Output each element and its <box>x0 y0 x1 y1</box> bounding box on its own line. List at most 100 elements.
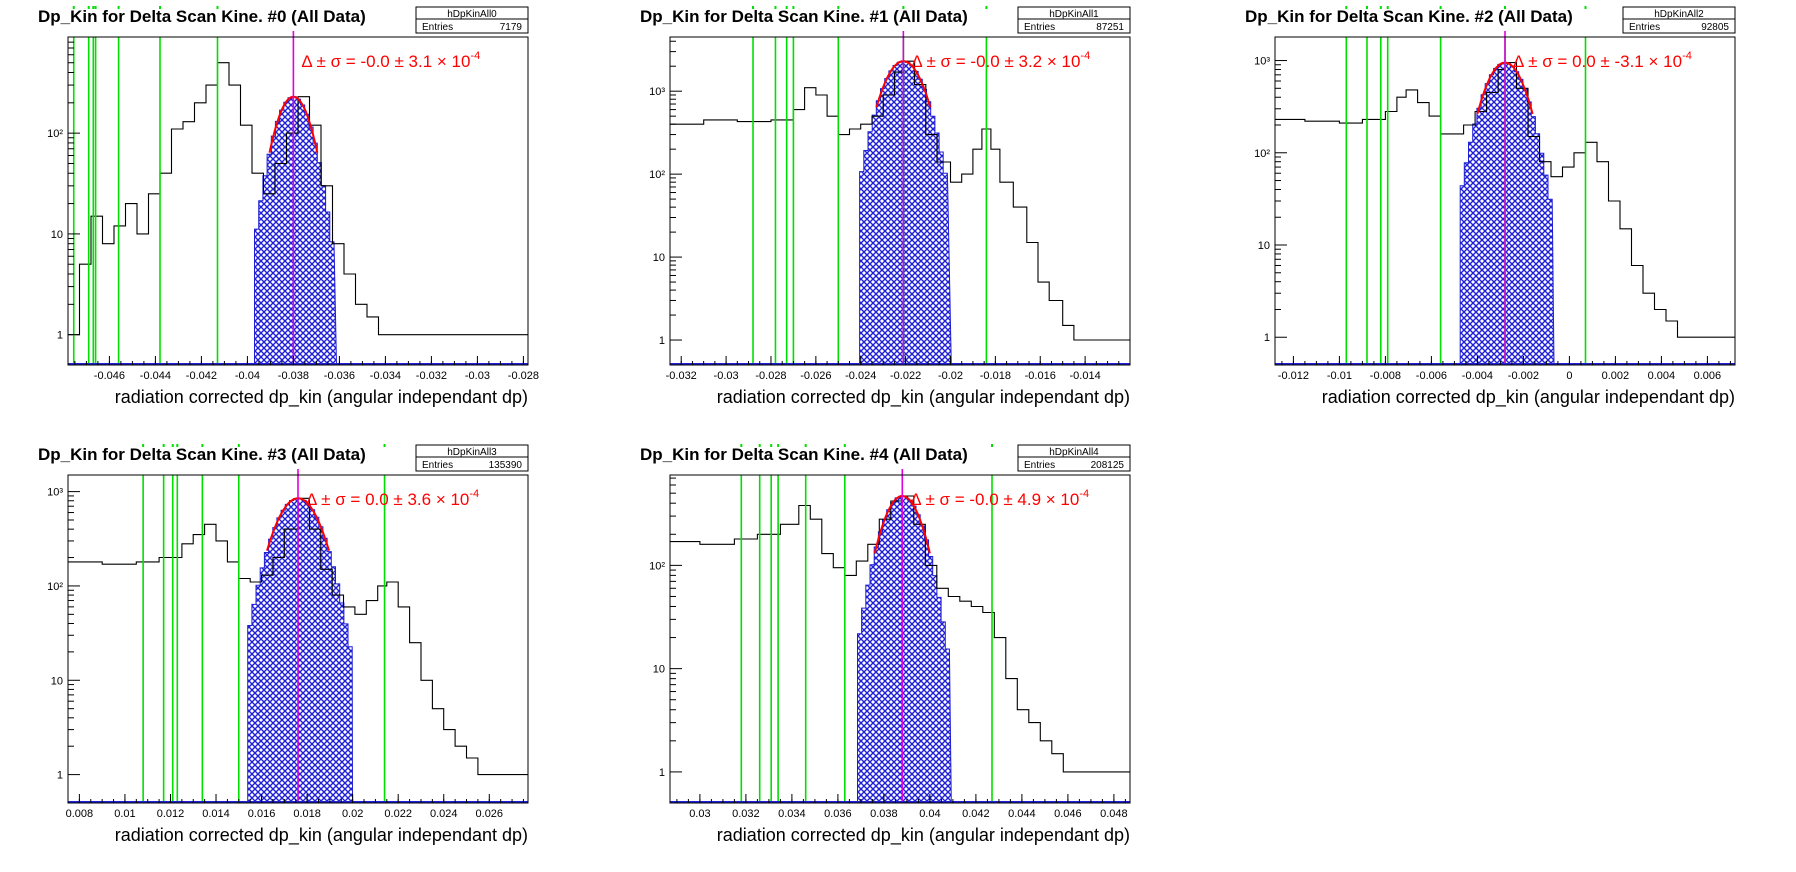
y-tick-label: 10² <box>649 560 665 572</box>
green-marker-tick <box>383 444 386 447</box>
green-marker-tick <box>171 444 174 447</box>
fit-prefix: Δ ± σ = <box>301 52 360 71</box>
y-tick-label: 10² <box>1254 148 1270 160</box>
plot-frame <box>669 36 1131 366</box>
x-tick-label: 0.024 <box>430 808 458 820</box>
y-tick-label: 1 <box>659 335 665 347</box>
green-marker-tick <box>837 6 840 9</box>
y-tick-label: 10² <box>47 128 63 140</box>
fit-exponent: -4 <box>469 488 479 500</box>
plot-area <box>1275 37 1735 365</box>
stats-name: hDpKinAll1 <box>1049 9 1099 20</box>
x-tick-label: -0.02 <box>938 370 963 382</box>
fit-annotation: Δ ± σ = 0.0 ± 3.6 × 10-4 <box>306 488 479 509</box>
green-marker-tick <box>985 6 988 9</box>
x-tick-label: 0.034 <box>778 808 806 820</box>
selected-region <box>859 60 952 365</box>
stats-box <box>1622 6 1736 34</box>
x-axis-label: radiation corrected dp_kin (angular inde… <box>115 387 528 408</box>
stats-entries-label: Entries <box>1629 22 1660 33</box>
selected-region <box>1459 62 1555 365</box>
plot-area <box>670 37 1130 365</box>
green-marker-tick <box>237 444 240 447</box>
x-tick-label: -0.036 <box>324 370 355 382</box>
x-tick-label: 0.01 <box>114 808 135 820</box>
stats-entries-label: Entries <box>422 460 453 471</box>
fit-prefix: Δ ± σ = <box>910 490 969 509</box>
y-tick-label: 10³ <box>649 86 665 98</box>
green-marker-tick <box>201 444 204 447</box>
fit-exponent: -4 <box>1079 488 1089 500</box>
fit-annotation: Δ ± σ = 0.0 ± -3.1 × 10-4 <box>1513 50 1692 71</box>
chart-panel-0: -0.046 -0.044 -0.042 -0.04 -0.038 -0.036 -0.03… <box>38 6 539 408</box>
x-tick-label: 0.048 <box>1100 808 1128 820</box>
x-tick-label: 0.014 <box>202 808 230 820</box>
x-tick-label: -0.034 <box>370 370 401 382</box>
green-marker-tick <box>1345 6 1348 9</box>
x-tick-label: -0.012 <box>1278 370 1309 382</box>
y-tick-label: 1 <box>57 770 63 782</box>
stats-entries-label: Entries <box>1024 460 1055 471</box>
green-marker-tick <box>1439 6 1442 9</box>
x-tick-label: 0.002 <box>1602 370 1630 382</box>
y-tick-label: 10² <box>47 581 63 593</box>
green-marker-tick <box>843 444 846 447</box>
fit-value: -0.0 ± 4.9 × 10 <box>969 490 1079 509</box>
x-tick-label: -0.046 <box>94 370 125 382</box>
fit-value: -0.0 ± 3.2 × 10 <box>970 52 1080 71</box>
x-tick-label: 0.018 <box>293 808 321 820</box>
green-marker-tick <box>991 444 993 447</box>
y-tick-label: 10 <box>653 664 665 676</box>
fit-value: 0.0 ± 3.6 × 10 <box>365 490 469 509</box>
x-tick-label: 0 <box>1566 370 1572 382</box>
green-marker-tick <box>117 6 120 9</box>
x-tick-label: 0.022 <box>384 808 412 820</box>
plot-area <box>68 37 528 365</box>
green-marker-tick <box>1366 6 1368 9</box>
green-marker-tick <box>216 6 219 9</box>
x-tick-label: 0.042 <box>962 808 990 820</box>
fit-prefix: Δ ± σ = <box>1513 52 1572 71</box>
x-tick-label: 0.032 <box>732 808 760 820</box>
green-marker-tick <box>1584 6 1587 9</box>
fit-prefix: Δ ± σ = <box>306 490 365 509</box>
y-tick-label: 10² <box>649 169 665 181</box>
chart-title: Dp_Kin for Delta Scan Kine. #4 (All Data… <box>640 445 968 464</box>
plot-area <box>68 475 528 803</box>
stats-box <box>415 444 529 472</box>
x-tick-label: 0.046 <box>1054 808 1082 820</box>
x-tick-label: -0.016 <box>1025 370 1056 382</box>
y-tick-label: 10 <box>51 675 63 687</box>
green-marker-tick <box>770 444 773 447</box>
x-tick-label: -0.038 <box>278 370 309 382</box>
x-tick-label: -0.032 <box>666 370 697 382</box>
y-tick-label: 10³ <box>1254 56 1270 68</box>
selected-region <box>254 96 338 365</box>
fit-annotation: Δ ± σ = -0.0 ± 3.1 × 10-4 <box>301 50 480 71</box>
green-marker-tick <box>777 444 780 447</box>
x-tick-label: 0.03 <box>689 808 710 820</box>
x-tick-label: 0.008 <box>66 808 94 820</box>
stats-entries-value: 135390 <box>489 460 523 471</box>
stats-box <box>1017 444 1131 472</box>
x-tick-label: 0.038 <box>870 808 898 820</box>
green-marker-tick <box>87 6 90 9</box>
x-tick-label: -0.044 <box>140 370 171 382</box>
green-marker-tick <box>176 444 179 447</box>
x-tick-label: -0.002 <box>1508 370 1539 382</box>
x-tick-label: -0.024 <box>845 370 876 382</box>
x-tick-label: 0.036 <box>824 808 852 820</box>
x-tick-label: -0.04 <box>235 370 260 382</box>
x-tick-label: 0.016 <box>248 808 276 820</box>
y-tick-label: 1 <box>1264 332 1270 344</box>
x-tick-label: -0.01 <box>1327 370 1352 382</box>
green-marker-tick <box>758 444 761 447</box>
y-tick-label: 10³ <box>47 487 63 499</box>
stats-name: hDpKinAll2 <box>1654 9 1704 20</box>
x-tick-label: -0.004 <box>1462 370 1493 382</box>
chart-title: Dp_Kin for Delta Scan Kine. #3 (All Data… <box>38 445 366 464</box>
x-axis-label: radiation corrected dp_kin (angular inde… <box>115 825 528 846</box>
y-tick-label: 10 <box>51 229 63 241</box>
plot-frame <box>669 474 1131 804</box>
fit-annotation: Δ ± σ = -0.0 ± 4.9 × 10-4 <box>910 488 1089 509</box>
